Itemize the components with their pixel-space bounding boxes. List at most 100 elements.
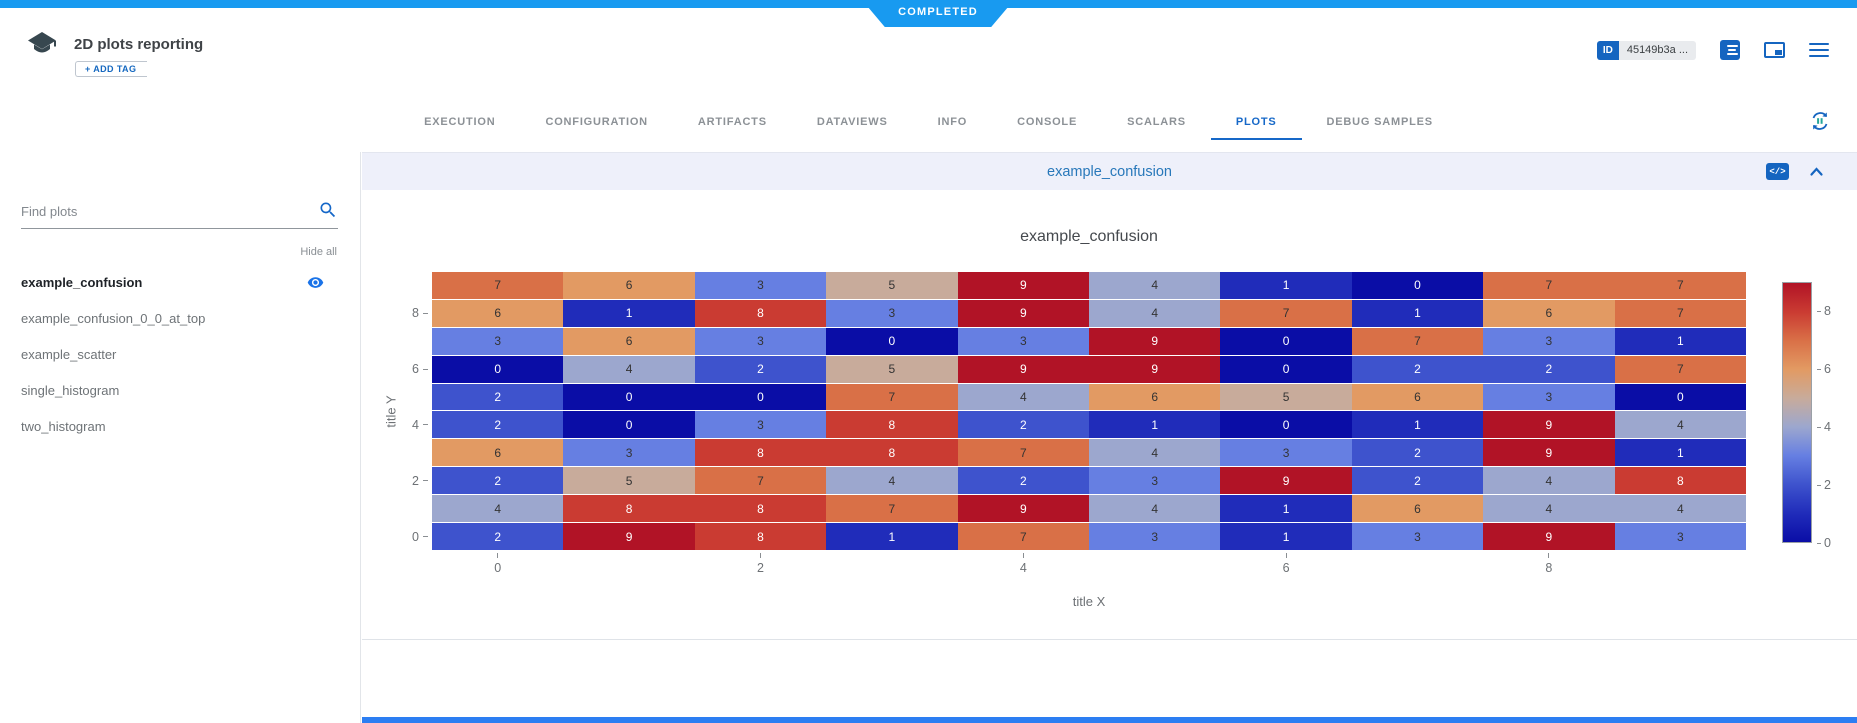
heatmap-cell: 2 bbox=[694, 355, 827, 383]
experiment-id-badge[interactable]: ID 45149b3a ... bbox=[1596, 40, 1696, 60]
heatmap-cell: 1 bbox=[1614, 327, 1746, 355]
heatmap-cell: 8 bbox=[694, 495, 827, 523]
y-tick: 0 bbox=[362, 523, 428, 550]
heatmap-cell: 9 bbox=[957, 299, 1089, 327]
search-icon[interactable] bbox=[318, 200, 338, 220]
heatmap-cell: 0 bbox=[1220, 355, 1352, 383]
sidebar-item-example-scatter[interactable]: example_scatter bbox=[0, 336, 360, 372]
heatmap-cell: 9 bbox=[957, 272, 1089, 299]
collapse-chevron-up-icon[interactable] bbox=[1809, 166, 1824, 177]
x-tick bbox=[1615, 553, 1746, 575]
heatmap-cell: 8 bbox=[1614, 467, 1746, 495]
tab-bar: EXECUTION CONFIGURATION ARTIFACTS DATAVIEWS… bbox=[0, 104, 1857, 140]
search-input[interactable] bbox=[21, 198, 338, 229]
next-section-strip bbox=[362, 717, 1857, 723]
heatmap-cell: 2 bbox=[432, 467, 564, 495]
tab-console[interactable]: CONSOLE bbox=[1017, 116, 1078, 128]
heatmap-cell: 6 bbox=[1088, 383, 1221, 411]
heatmap-cell: 1 bbox=[1614, 439, 1746, 467]
sidebar-item-example-confusion[interactable]: example_confusion bbox=[0, 264, 360, 300]
heatmap-cell: 1 bbox=[563, 299, 695, 327]
plot-item-label: example_confusion bbox=[21, 274, 143, 290]
tab-scalars[interactable]: SCALARS bbox=[1127, 116, 1186, 128]
heatmap-cell: 0 bbox=[1220, 327, 1352, 355]
heatmap-cell: 1 bbox=[1220, 495, 1352, 523]
heatmap-cell: 0 bbox=[563, 383, 695, 411]
heatmap-cell: 1 bbox=[1351, 299, 1484, 327]
heatmap-cell: 6 bbox=[1483, 299, 1615, 327]
heatmap-cell: 6 bbox=[1351, 383, 1484, 411]
heatmap-cell: 4 bbox=[1088, 299, 1221, 327]
plot-panel-header: example_confusion </> bbox=[362, 152, 1857, 190]
heatmap-cell: 9 bbox=[1483, 411, 1615, 439]
heatmap-cell: 2 bbox=[1483, 355, 1615, 383]
add-tag-button[interactable]: + ADD TAG bbox=[75, 61, 148, 77]
colorbar bbox=[1782, 282, 1812, 543]
x-tick bbox=[1352, 553, 1483, 575]
details-view-icon[interactable] bbox=[1720, 40, 1740, 60]
app-header: 2D plots reporting + ADD TAG ID 45149b3a… bbox=[0, 8, 1857, 152]
eye-icon[interactable] bbox=[307, 274, 324, 291]
heatmap-cell: 2 bbox=[432, 523, 564, 550]
heatmap-cell: 5 bbox=[1220, 383, 1352, 411]
sidebar-item-two-histogram[interactable]: two_histogram bbox=[0, 408, 360, 444]
colorbar-ticks: 8 6 4 2 0 bbox=[1817, 282, 1847, 550]
sidebar-item-single-histogram[interactable]: single_histogram bbox=[0, 372, 360, 408]
heatmap-cell: 1 bbox=[1088, 411, 1221, 439]
heatmap-cell: 3 bbox=[1483, 327, 1615, 355]
heatmap-cell: 4 bbox=[1614, 495, 1746, 523]
tab-dataviews[interactable]: DATAVIEWS bbox=[816, 116, 888, 128]
tab-artifacts[interactable]: ARTIFACTS bbox=[697, 116, 767, 128]
heatmap-cell: 2 bbox=[432, 383, 564, 411]
plot-item-label: example_scatter bbox=[21, 346, 117, 362]
tab-info[interactable]: INFO bbox=[937, 116, 968, 128]
y-axis-ticks: 8 6 4 2 0 bbox=[362, 272, 428, 550]
heatmap-cell: 9 bbox=[1483, 523, 1615, 550]
hide-all-button[interactable]: Hide all bbox=[300, 246, 337, 258]
embed-code-icon[interactable]: </> bbox=[1766, 163, 1789, 180]
heatmap-cell: 6 bbox=[563, 272, 695, 299]
heatmap-cell: 7 bbox=[432, 272, 564, 299]
heatmap-cell: 8 bbox=[694, 523, 827, 550]
heatmap-cell: 7 bbox=[1351, 327, 1484, 355]
sidebar-item-example-confusion-0-0-at-top[interactable]: example_confusion_0_0_at_top bbox=[0, 300, 360, 336]
heatmap-cell: 4 bbox=[1614, 411, 1746, 439]
y-tick: 2 bbox=[362, 467, 428, 494]
tab-plots[interactable]: PLOTS bbox=[1210, 104, 1302, 140]
heatmap-cell: 4 bbox=[826, 467, 958, 495]
auto-refresh-icon[interactable] bbox=[1809, 110, 1831, 132]
main-panel: example_confusion </> example_confusion … bbox=[362, 152, 1857, 723]
x-tick bbox=[1089, 553, 1220, 575]
heatmap-cell: 1 bbox=[826, 523, 958, 550]
heatmap-cell: 5 bbox=[826, 355, 958, 383]
y-tick bbox=[362, 384, 428, 411]
y-tick bbox=[362, 439, 428, 466]
colorbar-tick: 8 bbox=[1817, 304, 1831, 318]
heatmap-cell: 8 bbox=[826, 411, 958, 439]
heatmap-cell: 6 bbox=[563, 327, 695, 355]
heatmap-cell: 8 bbox=[826, 439, 958, 467]
heatmap-cell: 3 bbox=[1483, 383, 1615, 411]
heatmap-cell: 9 bbox=[563, 523, 695, 550]
heatmap-cell: 2 bbox=[957, 411, 1089, 439]
heatmap-cell: 0 bbox=[694, 383, 827, 411]
heatmap-cell: 3 bbox=[1088, 467, 1221, 495]
tab-debug-samples[interactable]: DEBUG SAMPLES bbox=[1326, 116, 1433, 128]
id-value: 45149b3a ... bbox=[1618, 40, 1696, 60]
heatmap-cell: 8 bbox=[694, 439, 827, 467]
menu-icon[interactable] bbox=[1809, 42, 1829, 58]
heatmap-cell: 8 bbox=[563, 495, 695, 523]
heatmap-cell: 7 bbox=[957, 523, 1089, 550]
tab-execution[interactable]: EXECUTION bbox=[424, 116, 496, 128]
heatmap-cell: 7 bbox=[1220, 299, 1352, 327]
heatmap-cell: 3 bbox=[957, 327, 1089, 355]
x-tick: 6 bbox=[1220, 553, 1351, 575]
panel-layout-icon[interactable] bbox=[1764, 42, 1785, 58]
heatmap-cell: 0 bbox=[826, 327, 958, 355]
heatmap-cell: 5 bbox=[826, 272, 958, 299]
heatmap-cell: 6 bbox=[432, 439, 564, 467]
experiment-title: 2D plots reporting bbox=[74, 36, 204, 53]
tab-configuration[interactable]: CONFIGURATION bbox=[545, 116, 648, 128]
